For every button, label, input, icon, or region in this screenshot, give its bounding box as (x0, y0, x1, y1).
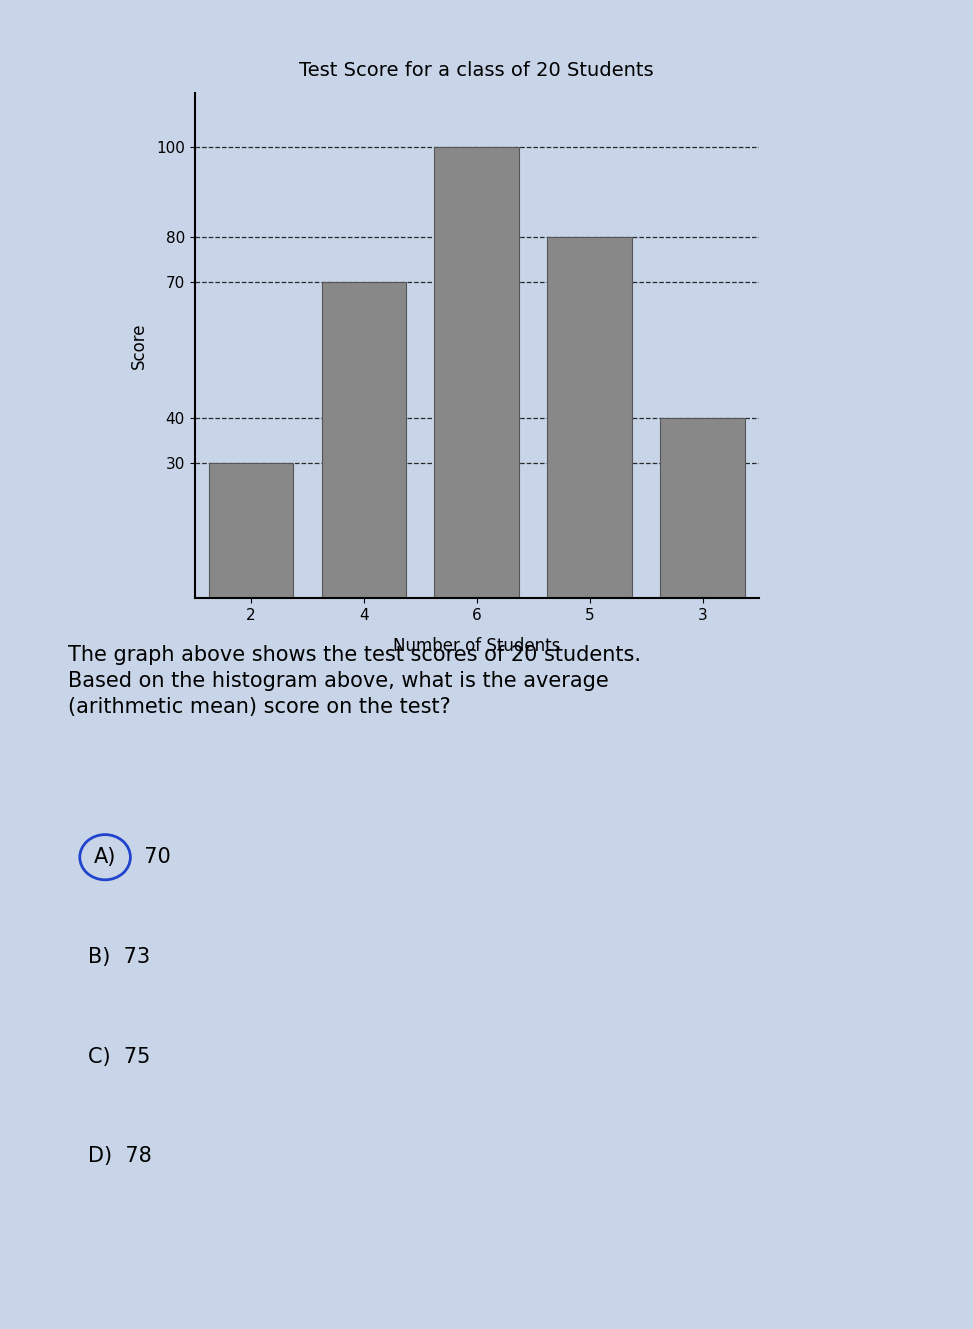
Text: B)  73: B) 73 (88, 946, 150, 968)
X-axis label: Number of Students: Number of Students (393, 637, 560, 655)
Y-axis label: Score: Score (129, 323, 148, 368)
Title: Test Score for a class of 20 Students: Test Score for a class of 20 Students (300, 61, 654, 80)
Bar (661, 417, 745, 598)
Bar (547, 238, 632, 598)
Text: A): A) (94, 847, 116, 868)
Bar (435, 148, 520, 598)
Text: The graph above shows the test scores of 20 students.
Based on the histogram abo: The graph above shows the test scores of… (68, 645, 641, 718)
Bar (209, 462, 294, 598)
Bar (321, 282, 407, 598)
Text: D)  78: D) 78 (88, 1146, 152, 1167)
Text: C)  75: C) 75 (88, 1046, 150, 1067)
Text: 70: 70 (131, 847, 171, 868)
